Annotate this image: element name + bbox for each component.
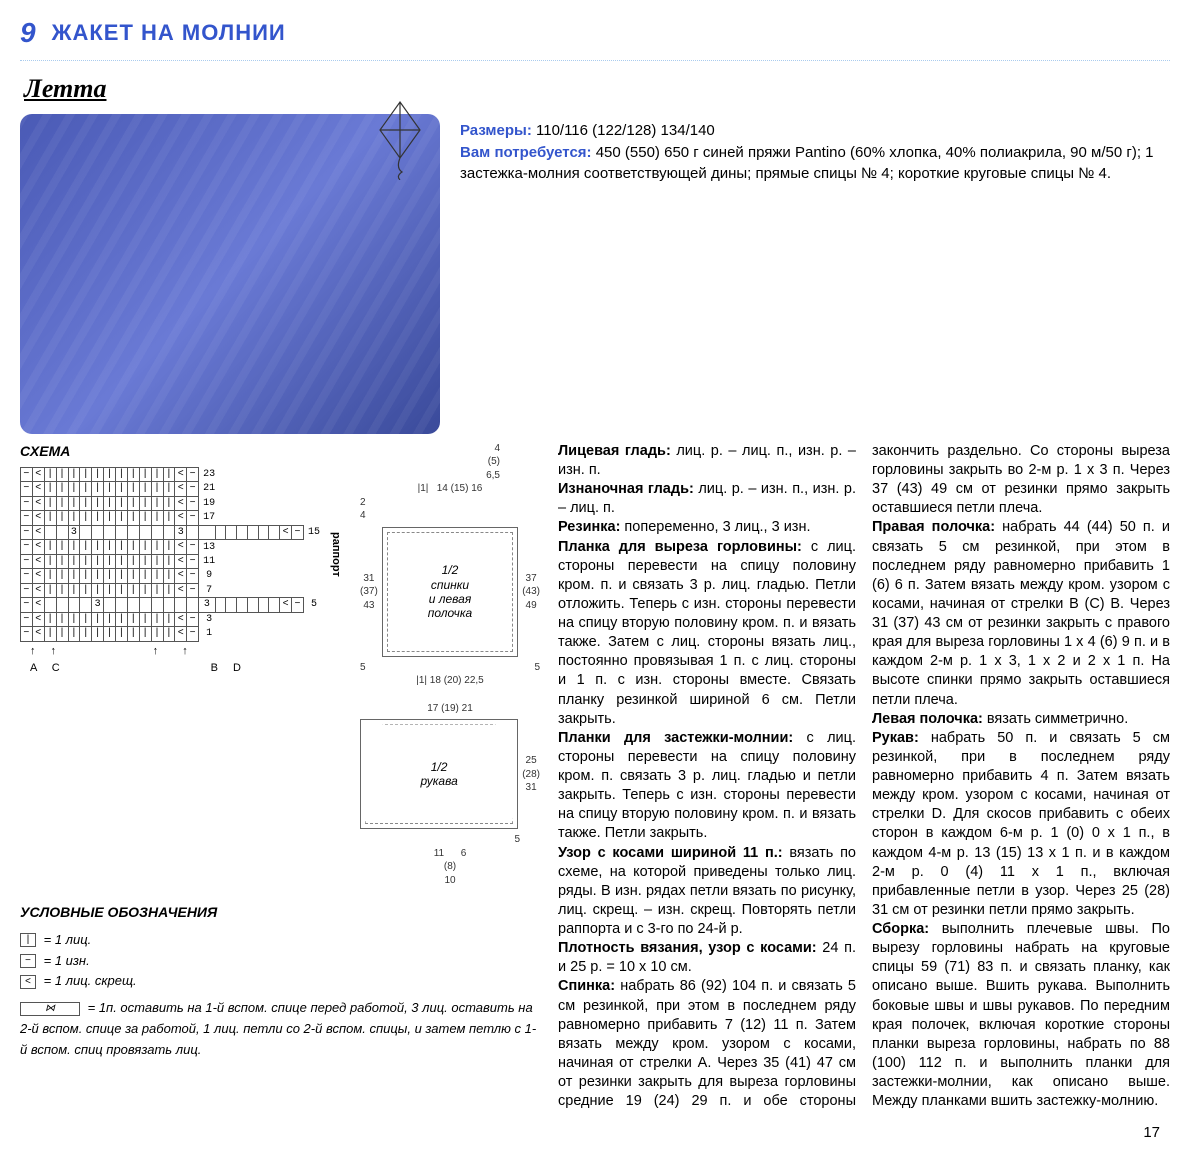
txt-11: набрать 50 п. и связать 5 см резинкой, п…	[872, 730, 1170, 918]
dim-top-right: 14 (15) 16	[437, 483, 483, 494]
cable-text: = 1п. оставить на 1-й вспом. спице перед…	[20, 1000, 536, 1057]
txt-3: попеременно, 3 лиц., 3 изн.	[620, 519, 810, 535]
dim-top: 4 (5) 6,5	[360, 442, 540, 483]
lbl-2: Изнаночная гладь:	[558, 481, 694, 497]
rapport-label: раппорт	[325, 532, 346, 577]
legend-item: < = 1 лиц. скрещ.	[20, 971, 540, 992]
legend: УСЛОВНЫЕ ОБОЗНАЧЕНИЯ | = 1 лиц.− = 1 изн…	[20, 901, 540, 1060]
dim-top-left: |1|	[418, 483, 429, 494]
sizes-label: Размеры:	[460, 122, 532, 139]
lbl-3: Резинка:	[558, 519, 620, 535]
kite-icon	[370, 100, 430, 180]
dim-rib-l: 5	[360, 661, 366, 675]
schema-title: СХЕМА	[20, 442, 346, 461]
dim-sleeve-bottom: 11 6 (8) 10	[360, 847, 540, 888]
page-number: 9	[20, 14, 36, 52]
dim-sleeve-rib: 5	[360, 833, 540, 847]
dim-body-right: 37 (43) 49	[522, 572, 540, 613]
dim-body-left: 31 (37) 43	[360, 572, 378, 613]
legend-item: | = 1 лиц.	[20, 930, 540, 951]
txt-10: вязать симметрично.	[983, 711, 1128, 727]
lbl-11: Рукав:	[872, 730, 919, 746]
dim-sleeve-top: 17 (19) 21	[360, 702, 540, 716]
lbl-7: Плотность вязания, узор с косами:	[558, 940, 817, 956]
schema-arrow-labels: A C B D	[20, 659, 346, 676]
legend-title: УСЛОВНЫЕ ОБОЗНАЧЕНИЯ	[20, 901, 540, 923]
schema-block: СХЕМА −<|||||||||||<−23−<|||||||||||<−21…	[20, 442, 346, 676]
header-bar: 9 ЖАКЕТ НА МОЛНИИ	[20, 6, 1170, 61]
photo-area	[20, 114, 440, 434]
txt-12: выполнить плечевые швы. По вырезу горлов…	[872, 921, 1170, 1109]
legend-item: − = 1 изн.	[20, 951, 540, 972]
intro-block: Размеры: 110/116 (122/128) 134/140 Вам п…	[460, 114, 1170, 185]
sizes-value: 110/116 (122/128) 134/140	[536, 122, 715, 139]
lbl-12: Сборка:	[872, 921, 929, 937]
sleeve-piece: 1/2 рукава	[365, 724, 513, 824]
schematics: 4 (5) 6,5 |1| 14 (15) 16 2 4 31 (37) 43 …	[360, 442, 540, 888]
lbl-4: Планка для выреза горловины:	[558, 539, 802, 555]
brand-label: Летта	[24, 71, 1170, 106]
schema-arrows: ↑ ↑ ↑ ↑	[20, 642, 346, 659]
lbl-8: Спинка:	[558, 978, 615, 994]
footer-page-number: 17	[20, 1111, 1170, 1143]
cable-symbol: ⋈	[20, 1002, 80, 1016]
body-piece: 1/2 спинки и левая полочка	[387, 532, 513, 652]
article-title: ЖАКЕТ НА МОЛНИИ	[52, 18, 286, 48]
lbl-5: Планки для застежки-молнии:	[558, 730, 793, 746]
lbl-9: Правая полочка:	[872, 519, 995, 535]
schema-grid: −<|||||||||||<−23−<|||||||||||<−21−<||||…	[20, 467, 321, 642]
dim-body-bottom: |1| 18 (20) 22,5	[360, 674, 540, 688]
lbl-1: Лицевая гладь:	[558, 443, 671, 459]
dim-neck: 2 4	[360, 496, 366, 523]
txt-4: с лиц. стороны перевести на спицу полови…	[558, 539, 856, 727]
materials-label: Вам потребуется:	[460, 144, 592, 161]
lbl-6: Узор с косами шириной 11 п.:	[558, 845, 783, 861]
txt-5: с лиц. стороны перевести на спицу полови…	[558, 730, 856, 842]
dim-rib-r: 5	[534, 661, 540, 675]
lbl-10: Левая полочка:	[872, 711, 983, 727]
dim-sleeve-right: 25 (28) 31	[522, 754, 540, 795]
txt-9: набрать 44 (44) 50 п. и связать 5 см рез…	[872, 519, 1170, 707]
instructions: Лицевая гладь: лиц. р. – лиц. п., изн. р…	[558, 442, 1170, 1111]
